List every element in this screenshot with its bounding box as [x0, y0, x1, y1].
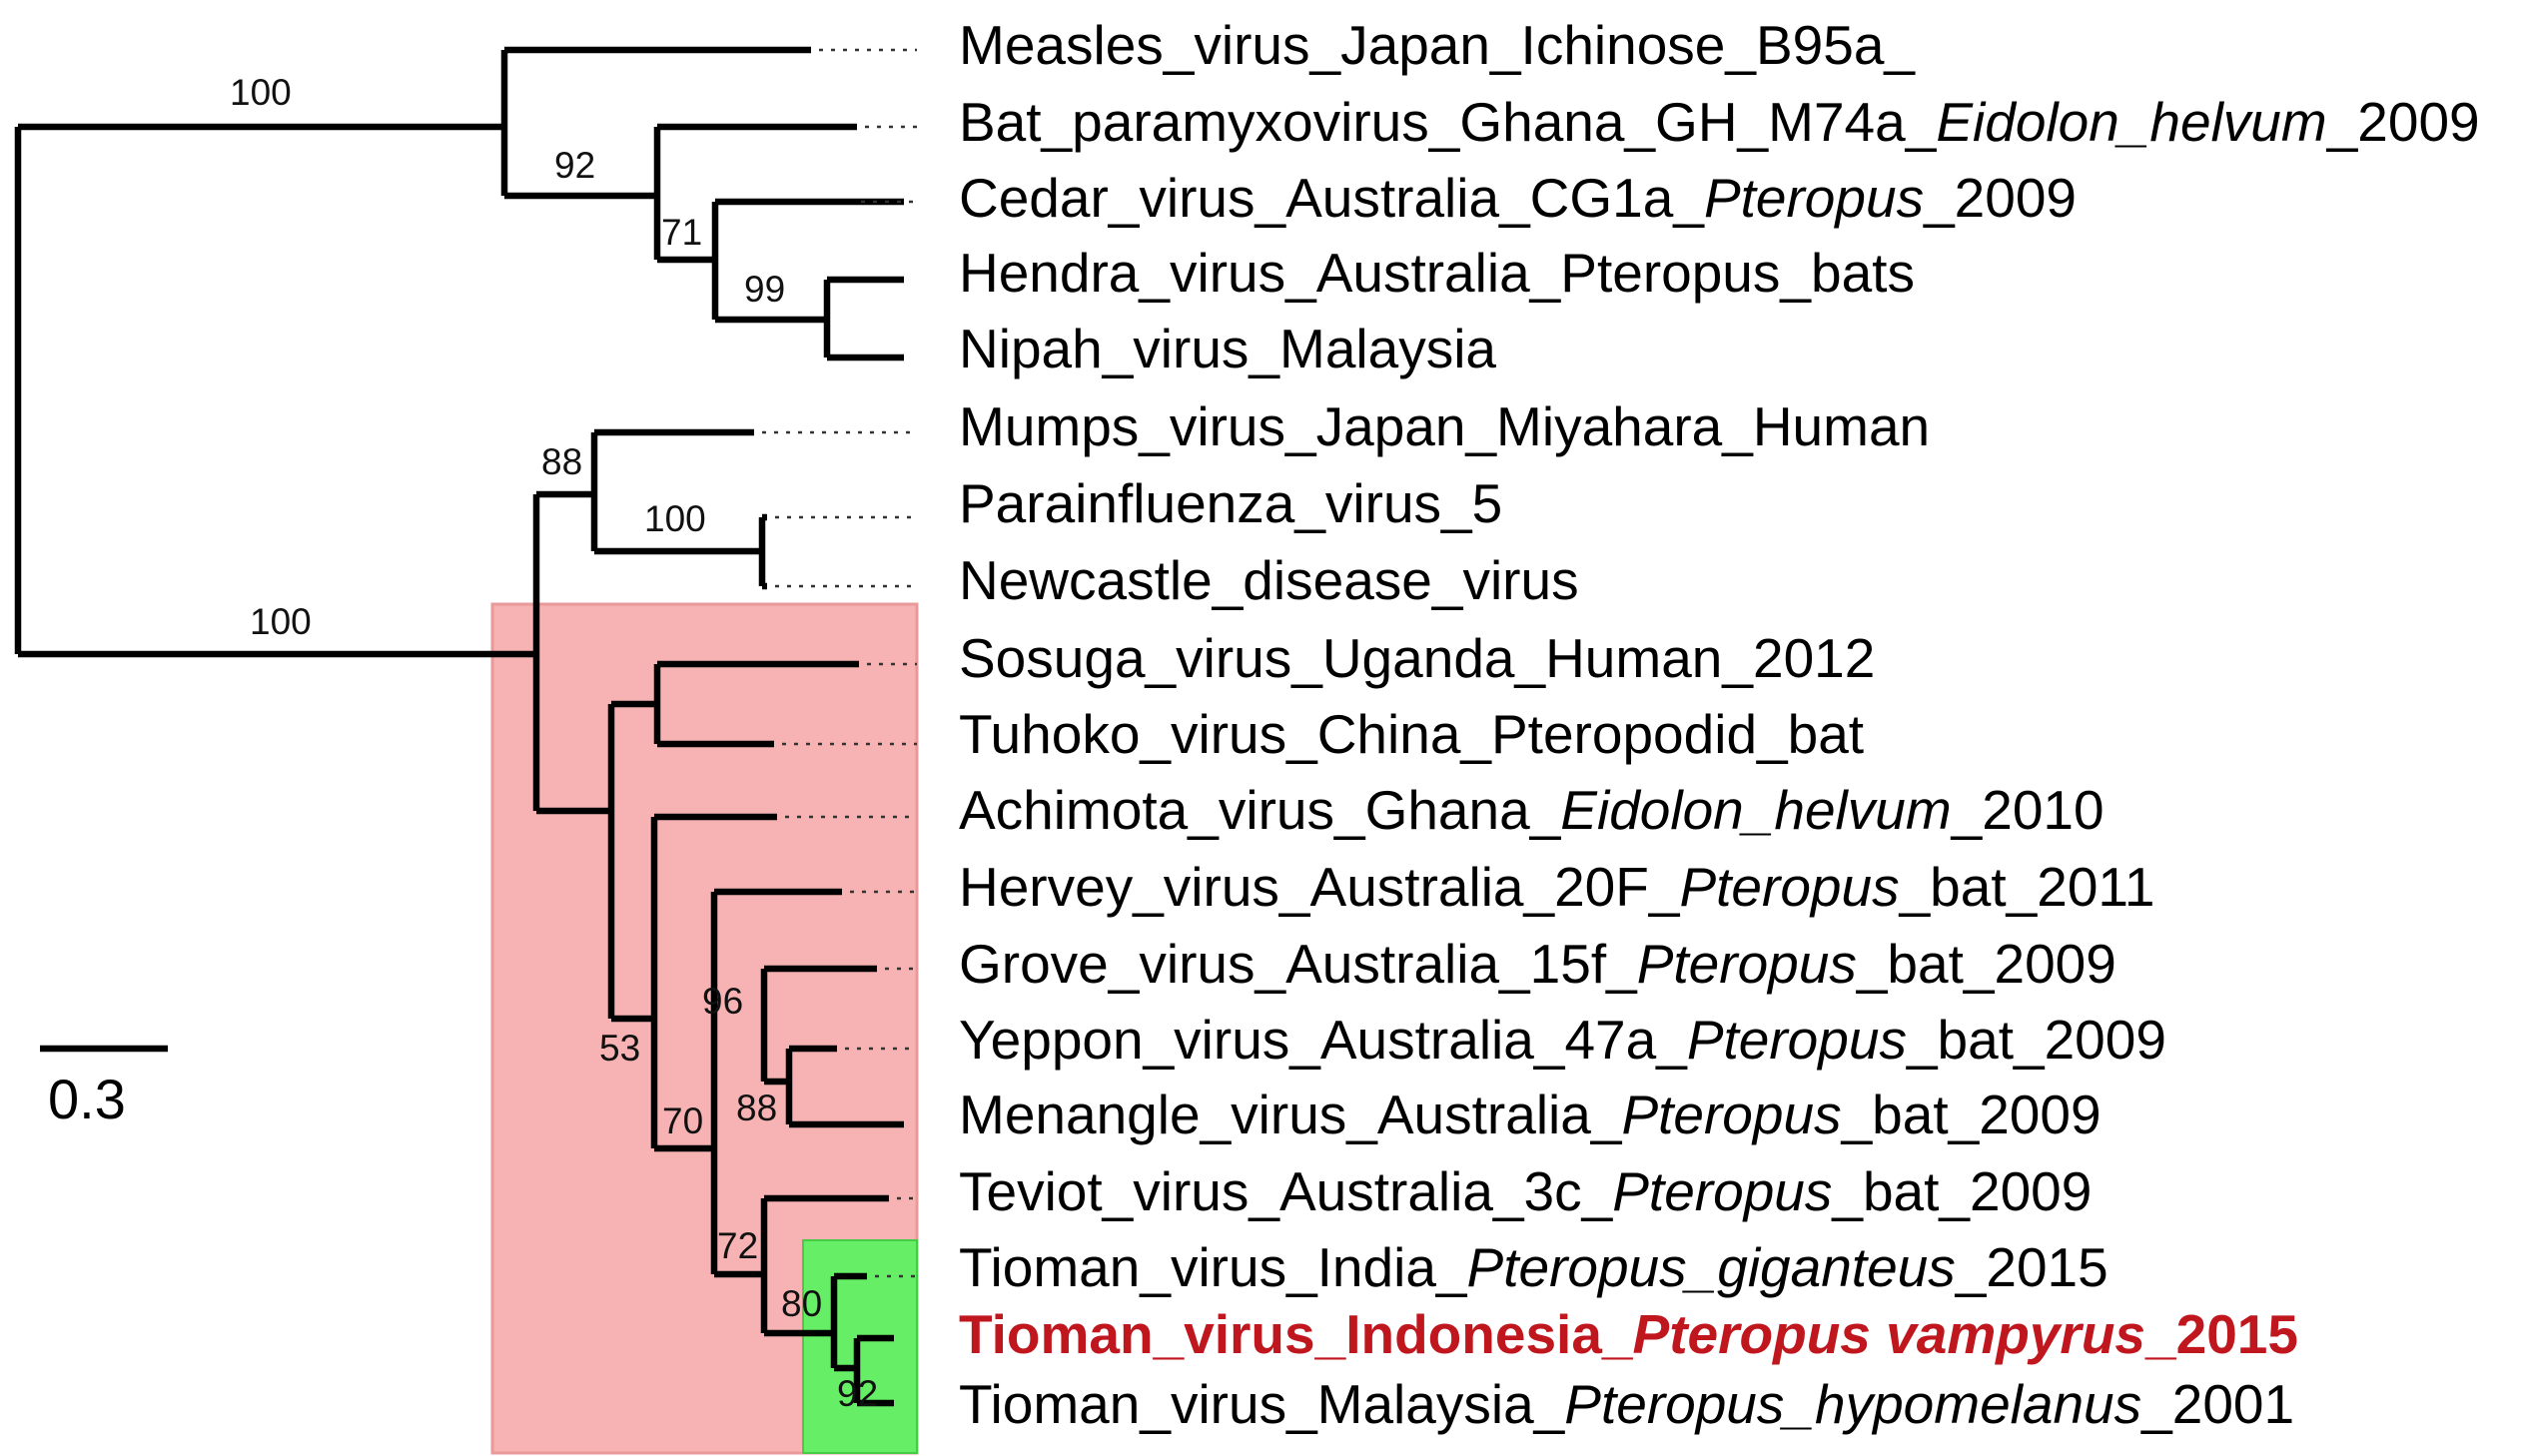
taxon-label: Mumps_virus_Japan_Miyahara_Human — [959, 395, 1930, 457]
taxon-label-part: _2010 — [1951, 779, 2104, 841]
taxon-label-part: Tuhoko_virus_China_Pteropodid_bat — [959, 703, 1864, 765]
taxon-label-part: Cedar_virus_Australia_CG1a_ — [959, 167, 1705, 229]
leaders — [762, 48, 917, 1278]
support-value: 71 — [661, 212, 702, 253]
taxon-label: Yeppon_virus_Australia_47a_Pteropus_bat_… — [959, 1009, 2166, 1071]
taxon-label-part: Pteropus — [1704, 167, 1924, 229]
taxon-label-part: Achimota_virus_Ghana_ — [959, 779, 1562, 841]
support-value: 88 — [736, 1088, 777, 1128]
branches — [14, 46, 904, 1407]
taxon-label-part: Mumps_virus_Japan_Miyahara_Human — [959, 395, 1930, 457]
taxon-label-part: _2001 — [2140, 1373, 2294, 1435]
support-value: 80 — [781, 1283, 822, 1324]
support-value: 72 — [717, 1225, 758, 1266]
taxon-label-part: Measles_virus_Japan_Ichinose_B95a_ — [959, 14, 1916, 76]
taxon-labels: Measles_virus_Japan_Ichinose_B95a_ Bat_pa… — [959, 14, 2480, 1435]
taxon-label-part: _2009 — [2326, 91, 2480, 153]
taxon-label-part: Grove_virus_Australia_15f_ — [959, 933, 1638, 995]
taxon-label-part: Pteropus_hypomelanus — [1564, 1373, 2141, 1435]
taxon-label-part: _bat_2009 — [1856, 933, 2116, 995]
support-value: 92 — [837, 1373, 878, 1414]
support-value: 88 — [541, 441, 582, 482]
taxon-label-part: Eidolon_helvum — [1560, 779, 1951, 841]
taxon-label-part: Pteropus vampyrus — [1633, 1303, 2146, 1365]
taxon-label: Tioman_virus_Malaysia_Pteropus_hypomelan… — [959, 1373, 2294, 1435]
taxon-label: Hervey_virus_Australia_20F_Pteropus_bat_… — [959, 856, 2155, 918]
taxon-label: Grove_virus_Australia_15f_Pteropus_bat_2… — [959, 933, 2116, 995]
taxon-label-part: Newcastle_disease_virus — [959, 549, 1579, 611]
taxon-label: Cedar_virus_Australia_CG1a_Pteropus_2009 — [959, 167, 2077, 229]
taxon-label-part: _bat_2009 — [1906, 1009, 2166, 1071]
taxon-label-part: Tioman_virus_India_ — [959, 1236, 1468, 1298]
taxon-label: Tioman_virus_India_Pteropus_giganteus_20… — [959, 1236, 2108, 1298]
support-value: 92 — [554, 145, 595, 186]
taxon-label-part: _2015 — [2144, 1303, 2298, 1365]
taxon-label-part: Pteropus_giganteus — [1467, 1236, 1956, 1298]
taxon-label-part: _bat_2011 — [1899, 856, 2155, 918]
support-value: 100 — [644, 498, 706, 539]
support-value: 53 — [599, 1028, 640, 1069]
taxon-label: Parainfluenza_virus_5 — [959, 472, 1502, 534]
support-value: 99 — [744, 269, 785, 310]
scale-bar-label: 0.3 — [48, 1068, 126, 1130]
taxon-label-part: Bat_paramyxovirus_Ghana_GH_M74a_ — [959, 91, 1938, 153]
taxon-label-part: Pteropus — [1679, 856, 1899, 918]
taxon-label-part: Pteropus — [1687, 1009, 1907, 1071]
support-value: 100 — [230, 72, 292, 113]
taxon-label-part: _2009 — [1923, 167, 2077, 229]
support-value: 100 — [250, 601, 312, 642]
taxon-label-highlighted: Tioman_virus_Indonesia_Pteropus vampyrus… — [959, 1303, 2298, 1365]
taxon-label-part: Nipah_virus_Malaysia — [959, 318, 1496, 379]
taxon-label: Teviot_virus_Australia_3c_Pteropus_bat_2… — [959, 1160, 2092, 1222]
taxon-label-part: Eidolon_helvum — [1936, 91, 2326, 153]
support-values: 100 92 71 99 100 88 100 53 96 70 88 72 8… — [230, 72, 878, 1414]
taxon-label: Newcastle_disease_virus — [959, 549, 1579, 611]
taxon-label-part: Yeppon_virus_Australia_47a_ — [959, 1009, 1688, 1071]
taxon-label-part: Sosuga_virus_Uganda_Human_2012 — [959, 627, 1875, 689]
taxon-label-part: Tioman_virus_Malaysia_ — [959, 1373, 1566, 1435]
taxon-label-part: Teviot_virus_Australia_3c_ — [959, 1160, 1614, 1222]
taxon-label: Bat_paramyxovirus_Ghana_GH_M74a_Eidolon_… — [959, 91, 2480, 153]
taxon-label-part: Pteropus — [1637, 933, 1857, 995]
taxon-label: Achimota_virus_Ghana_Eidolon_helvum_2010 — [959, 779, 2104, 841]
taxon-label-part: Tioman_virus_Indonesia_ — [959, 1303, 1634, 1365]
taxon-label-part: _2015 — [1955, 1236, 2108, 1298]
taxon-label: Nipah_virus_Malaysia — [959, 318, 1496, 379]
taxon-label: Tuhoko_virus_China_Pteropodid_bat — [959, 703, 1864, 765]
taxon-label-part: Parainfluenza_virus_5 — [959, 472, 1502, 534]
support-value: 96 — [702, 981, 743, 1022]
taxon-label-part: Pteropus — [1621, 1084, 1841, 1145]
taxon-label-part: Hervey_virus_Australia_20F_ — [959, 856, 1681, 918]
taxon-label-part: Hendra_virus_Australia_Pteropus_bats — [959, 242, 1915, 304]
taxon-label: Menangle_virus_Australia_Pteropus_bat_20… — [959, 1084, 2102, 1145]
taxon-label-part: Pteropus — [1612, 1160, 1832, 1222]
taxon-label: Measles_virus_Japan_Ichinose_B95a_ — [959, 14, 1916, 76]
taxon-label: Sosuga_virus_Uganda_Human_2012 — [959, 627, 1875, 689]
support-value: 70 — [662, 1100, 703, 1141]
taxon-label-part: _bat_2009 — [1841, 1084, 2102, 1145]
taxon-label-part: Menangle_virus_Australia_ — [959, 1084, 1623, 1145]
taxon-label-part: _bat_2009 — [1831, 1160, 2092, 1222]
scale-bar: 0.3 — [40, 1045, 168, 1130]
taxon-label: Hendra_virus_Australia_Pteropus_bats — [959, 242, 1915, 304]
